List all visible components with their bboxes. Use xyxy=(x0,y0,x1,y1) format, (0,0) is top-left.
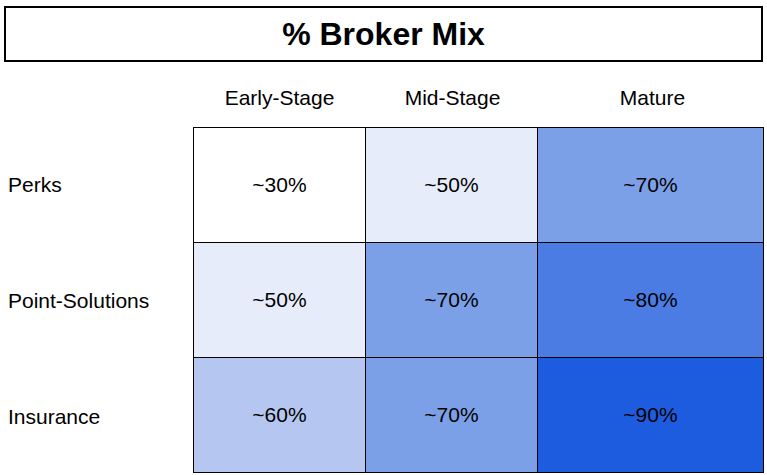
column-header-mid-stage: Mid-Stage xyxy=(366,80,539,116)
heatmap-cell-point-solutions-mature: ~80% xyxy=(538,243,764,358)
heatmap-cell-insurance-mid-stage: ~70% xyxy=(366,358,538,473)
heatmap-cell-point-solutions-mid-stage: ~70% xyxy=(366,243,538,358)
heatmap-cell-point-solutions-early-stage: ~50% xyxy=(194,243,366,358)
heatmap-cell-perks-mid-stage: ~50% xyxy=(366,128,538,243)
row-label-point-solutions: Point-Solutions xyxy=(8,243,188,359)
heatmap-table: ~30% ~50% ~70% ~50% ~70% ~80% ~60% ~70% … xyxy=(193,127,764,473)
page-title: % Broker Mix xyxy=(282,16,485,53)
table-row: ~30% ~50% ~70% xyxy=(194,128,764,243)
heatmap-cell-insurance-mature: ~90% xyxy=(538,358,764,473)
column-header-mature: Mature xyxy=(539,80,766,116)
broker-mix-slide: % Broker Mix Early-Stage Mid-Stage Matur… xyxy=(0,0,767,475)
row-label-insurance: Insurance xyxy=(8,359,188,475)
column-header-early-stage: Early-Stage xyxy=(193,80,366,116)
table-row: ~60% ~70% ~90% xyxy=(194,358,764,473)
heatmap-cell-insurance-early-stage: ~60% xyxy=(194,358,366,473)
heatmap-cell-perks-early-stage: ~30% xyxy=(194,128,366,243)
table-row: ~50% ~70% ~80% xyxy=(194,243,764,358)
heatmap-cell-perks-mature: ~70% xyxy=(538,128,764,243)
row-label-perks: Perks xyxy=(8,127,188,243)
title-box: % Broker Mix xyxy=(4,6,763,62)
